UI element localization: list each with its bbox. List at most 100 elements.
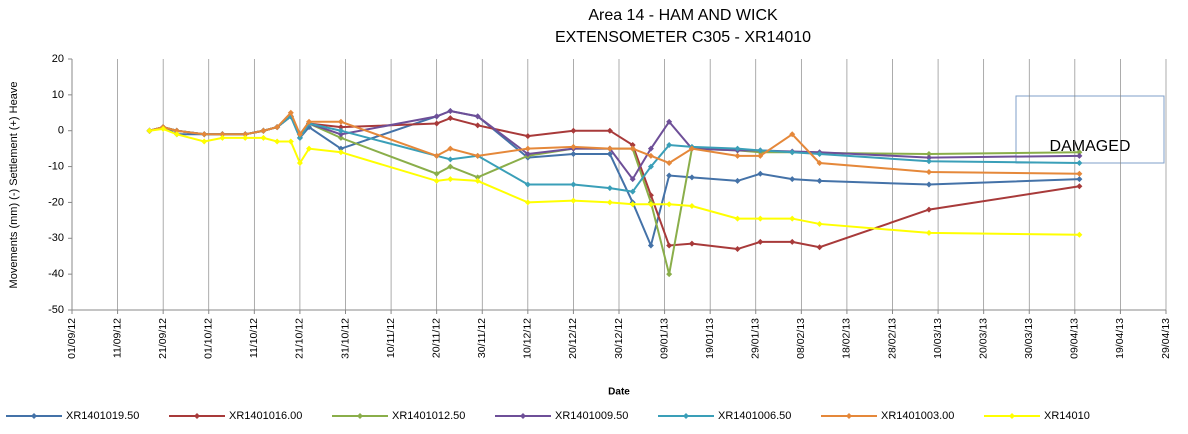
marker [219,131,226,138]
marker [666,159,673,166]
x-tick-label: 28/02/13 [886,318,898,359]
legend-marker [31,413,37,419]
marker [296,131,303,138]
marker [274,124,281,131]
marker [306,118,313,125]
marker [816,151,823,158]
marker [666,242,673,249]
marker [629,142,636,149]
marker [925,151,932,158]
marker [524,199,531,206]
x-tick-label: 19/04/13 [1114,318,1126,359]
marker [688,174,695,181]
marker [447,115,454,122]
marker [474,122,481,129]
marker [606,151,613,158]
x-tick-label: 21/10/12 [294,318,306,359]
legend-label: XR1401012.50 [392,410,465,422]
legend-label: XR1401016.00 [229,410,302,422]
marker [274,138,281,145]
marker [337,124,344,131]
x-tick-label: 09/04/13 [1069,318,1081,359]
chart-title: Area 14 - HAM AND WICK [588,7,778,24]
marker [433,120,440,127]
x-tick-label: 10/11/12 [385,318,397,358]
marker [925,229,932,236]
marker [606,127,613,134]
series-line [149,114,1080,275]
x-tick-label: 31/10/12 [339,318,351,359]
legend-marker [846,413,852,419]
marker [447,163,454,170]
marker [474,152,481,159]
marker [296,134,303,141]
x-tick-label: 11/10/12 [248,318,260,358]
x-tick-label: 20/03/13 [977,318,989,359]
series-line [149,127,1080,236]
legend-label: XR1401003.00 [881,410,954,422]
marker [666,271,673,278]
marker [447,107,454,114]
marker [524,145,531,152]
marker [757,215,764,222]
marker [1076,170,1083,177]
marker [1076,183,1083,190]
marker [789,238,796,245]
marker [433,113,440,120]
marker [925,206,932,213]
marker [688,145,695,152]
marker [925,158,932,165]
marker [447,156,454,163]
marker [816,159,823,166]
marker [201,138,208,145]
x-tick-label: 30/03/13 [1023,318,1035,359]
marker [606,145,613,152]
x-tick-label: 20/12/12 [567,318,579,359]
marker [816,177,823,184]
marker [647,152,654,159]
marker [570,127,577,134]
marker [789,131,796,138]
marker [647,163,654,170]
marker [666,142,673,149]
marker [570,151,577,158]
marker [666,201,673,208]
legend-marker [1009,413,1015,419]
marker [306,145,313,152]
marker [201,131,208,138]
x-tick-label: 01/10/12 [203,318,215,359]
y-axis-label: Movements (mm) (-) Settlement (+) Heave [8,82,20,289]
y-tick-label: -50 [48,304,64,316]
marker [816,220,823,227]
marker [1076,159,1083,166]
x-tick-label: 09/01/13 [658,318,670,359]
legend-label: XR1401009.50 [555,410,628,422]
marker [757,238,764,245]
marker [629,176,636,183]
marker [734,215,741,222]
y-tick-label: 20 [52,53,64,65]
marker [474,174,481,181]
series-line [149,114,1080,251]
marker [296,159,303,166]
marker [734,246,741,253]
marker [474,113,481,120]
marker [242,131,249,138]
x-tick-label: 30/12/12 [613,318,625,359]
marker [173,131,180,138]
marker [337,149,344,156]
marker [1076,231,1083,238]
series-line [149,110,1080,175]
marker [1076,152,1083,159]
marker [447,176,454,183]
marker [757,147,764,154]
marker [757,152,764,159]
marker [629,201,636,208]
annotation: DAMAGED [1050,138,1131,155]
marker [606,185,613,192]
y-tick-label: -10 [48,160,64,172]
marker [666,118,673,125]
marker [524,181,531,188]
marker [433,177,440,184]
marker [433,152,440,159]
